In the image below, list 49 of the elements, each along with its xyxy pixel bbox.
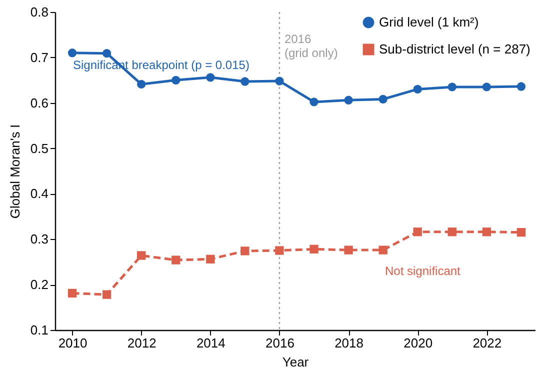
point	[482, 82, 491, 92]
point	[68, 288, 77, 298]
point	[206, 73, 215, 82]
point	[516, 228, 526, 237]
point	[102, 290, 112, 299]
x-tick-label: 2014	[196, 336, 226, 350]
y-tick-label: 0.6	[30, 95, 48, 110]
point	[378, 246, 388, 254]
point	[378, 94, 388, 104]
point	[448, 228, 456, 236]
point	[344, 246, 353, 254]
point	[413, 84, 422, 94]
ref-line-label: 2016 (grid only)	[284, 32, 338, 60]
y-tick-label: 0.5	[30, 140, 48, 156]
legend-label: Sub-district level (n = 287)	[379, 42, 530, 56]
y-tick-label: 0.1	[30, 322, 48, 338]
point	[137, 80, 146, 89]
point	[172, 256, 180, 264]
x-tick-label: 2020	[404, 336, 433, 350]
point	[275, 76, 284, 86]
point	[240, 246, 250, 256]
y-tick-label: 0.2	[30, 277, 48, 292]
point	[482, 228, 491, 236]
point	[448, 82, 456, 92]
x-tick-label: 2012	[127, 336, 156, 350]
point	[344, 96, 353, 104]
y-axis-title: Global Moran's I	[7, 124, 22, 219]
point	[240, 77, 250, 86]
point	[310, 244, 318, 254]
y-tick-label: 0.8	[30, 4, 48, 20]
x-tick-label: 2022	[472, 336, 502, 350]
point	[206, 254, 215, 264]
point	[102, 49, 112, 58]
x-tick-label: 2018	[334, 336, 364, 350]
point	[137, 251, 146, 260]
y-tick-label: 0.3	[30, 232, 48, 247]
legend-label: Grid level (1 km²)	[379, 14, 479, 30]
point	[413, 228, 422, 236]
x-tick-label: 2016	[266, 336, 294, 350]
x-tick-label: 2010	[58, 336, 88, 350]
y-tick-label: 0.7	[30, 50, 48, 65]
x-axis-title: Year	[282, 354, 310, 370]
y-tick-label: 0.4	[30, 186, 48, 202]
point	[310, 98, 318, 106]
annotation: Not significant	[385, 264, 462, 278]
point	[68, 48, 77, 58]
point	[172, 76, 180, 84]
point	[516, 82, 526, 91]
point	[275, 246, 284, 255]
